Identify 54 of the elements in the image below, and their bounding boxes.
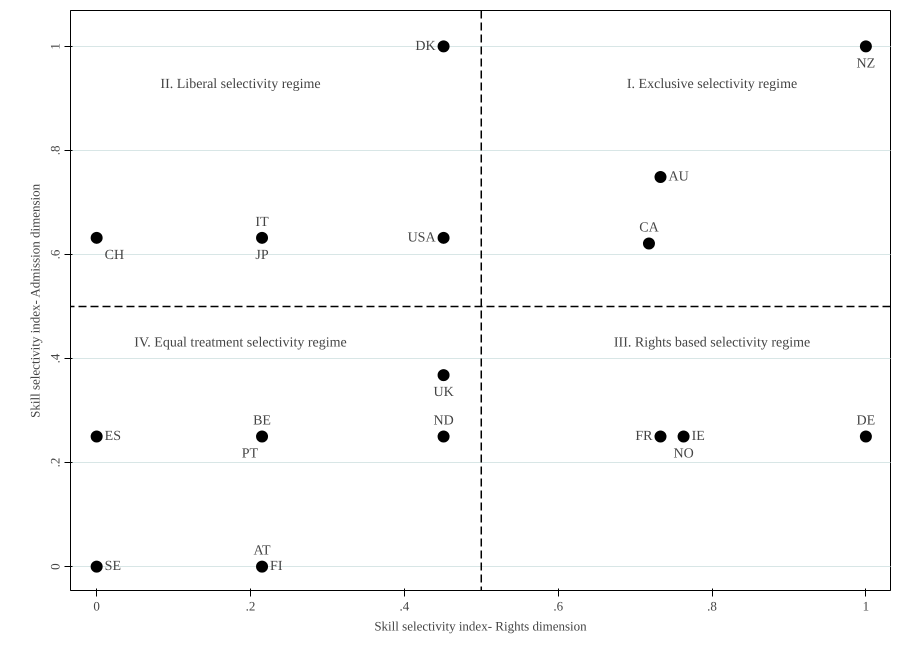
annotation: ES	[104, 429, 121, 444]
point	[90, 232, 103, 244]
annotation: IT	[255, 214, 270, 230]
y-tick-label: .6	[48, 249, 62, 260]
point	[654, 430, 666, 443]
annotation: JP	[255, 248, 269, 263]
point	[256, 560, 268, 573]
y-tick-label: .2	[48, 458, 62, 468]
annotation: NO	[673, 446, 694, 462]
x-axis-title: Skill selectivity index- Rights dimension	[374, 618, 588, 634]
x-tick-label: 0	[93, 598, 100, 614]
annotation: AU	[668, 169, 689, 184]
annotation: UK	[433, 385, 454, 400]
point	[90, 430, 103, 443]
y-axis-title: Skill selectivity index- Admission dimension	[28, 183, 42, 418]
annotation: PT	[242, 446, 258, 462]
x-tick-label: .6	[553, 598, 564, 614]
annotation: III. Rights based selectivity regime	[614, 335, 810, 350]
point	[438, 369, 450, 382]
x-tick-label: .4	[399, 598, 410, 614]
point	[90, 560, 103, 573]
annotation: I. Exclusive selectivity regime	[626, 76, 798, 92]
annotation: BE	[253, 414, 271, 429]
point	[642, 238, 655, 250]
point	[678, 430, 690, 443]
point	[860, 40, 872, 52]
point	[860, 430, 872, 443]
point	[438, 40, 450, 52]
annotation: CH	[104, 248, 124, 263]
point	[438, 232, 450, 244]
annotation: IV. Equal treatment selectivity regime	[134, 335, 347, 350]
point	[438, 430, 450, 443]
y-tick-label: 0	[48, 563, 62, 570]
x-tick-label: 1	[862, 598, 870, 614]
x-tick-label: .2	[246, 598, 256, 614]
point	[654, 170, 666, 183]
point	[256, 430, 268, 443]
annotation: FI	[270, 559, 283, 574]
annotation: CA	[639, 220, 660, 236]
annotation: DK	[415, 38, 436, 54]
annotation: NZ	[856, 56, 876, 72]
annotation: FR	[635, 429, 654, 444]
annotation: IE	[692, 429, 705, 444]
x-tick-label: .8	[707, 598, 717, 614]
annotation: ND	[433, 414, 454, 429]
point	[256, 232, 268, 244]
y-tick-label: .4	[48, 353, 62, 364]
annotation: II. Liberal selectivity regime	[160, 76, 321, 92]
annotation: SE	[104, 559, 121, 574]
y-tick-label: 1	[48, 43, 62, 50]
annotation: AT	[253, 544, 272, 559]
annotation: DE	[856, 414, 876, 429]
y-tick-label: .8	[48, 146, 62, 156]
annotation: USA	[408, 230, 436, 246]
